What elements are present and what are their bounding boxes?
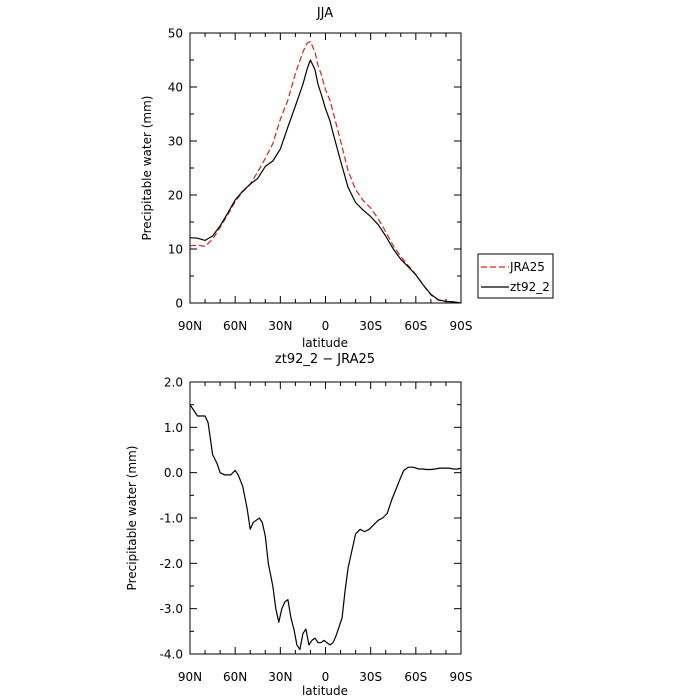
top-xtick-label: 30N bbox=[268, 319, 292, 333]
bottom-title: zt92_2 − JRA25 bbox=[275, 352, 375, 367]
legend-label-zt92-2: zt92_2 bbox=[510, 280, 550, 294]
top-xlabel: latitude bbox=[302, 336, 348, 350]
bottom-xtick-label: 0 bbox=[322, 670, 330, 684]
bottom-xtick-label: 30S bbox=[359, 670, 382, 684]
top-ytick-label: 40 bbox=[168, 81, 183, 95]
top-xtick-label: 0 bbox=[322, 319, 330, 333]
bottom-ytick-label: 2.0 bbox=[164, 376, 183, 390]
legend-label-jra25: JRA25 bbox=[509, 260, 545, 274]
bottom-axis-ticks: 90N 60N 30N 0 30S 60S 90S 2.0 1.0 0.0 -1.0 -2.0 -3.0… bbox=[160, 376, 473, 685]
top-ytick-label: 50 bbox=[168, 27, 183, 41]
bottom-xtick-label: 60S bbox=[404, 670, 427, 684]
top-series-layer bbox=[189, 40, 462, 304]
top-xtick-label: 90S bbox=[450, 319, 473, 333]
bottom-ytick-label: -3.0 bbox=[160, 602, 183, 616]
legend-box bbox=[477, 253, 554, 299]
bottom-ytick-label: 1.0 bbox=[164, 421, 183, 435]
top-xtick-label: 60S bbox=[404, 319, 427, 333]
top-plot-frame bbox=[189, 32, 462, 304]
top-ylabel: Precipitable water (mm) bbox=[140, 96, 154, 241]
top-ytick-label: 20 bbox=[168, 189, 183, 203]
bottom-series-layer bbox=[189, 404, 462, 651]
top-series-line-jra25 bbox=[189, 40, 462, 304]
bottom-ytick-label: -4.0 bbox=[160, 648, 183, 662]
top-ytick-label: 30 bbox=[168, 135, 183, 149]
bottom-xtick-label: 60N bbox=[223, 670, 247, 684]
bottom-xtick-label: 90S bbox=[450, 670, 473, 684]
top-ytick-label: 10 bbox=[168, 243, 183, 257]
top-title: JJA bbox=[316, 6, 333, 21]
top-panel: JJA 90N 60N 30N 0 30S 60S 90S 0 10 20 30 40 50 latit… bbox=[140, 6, 554, 350]
bottom-series-line-0 bbox=[189, 404, 462, 651]
top-xtick-label: 60N bbox=[223, 319, 247, 333]
legend: JRA25 zt92_2 bbox=[477, 253, 554, 299]
top-xtick-label: 30S bbox=[359, 319, 382, 333]
top-ytick-label: 0 bbox=[175, 297, 183, 311]
top-xtick-label: 90N bbox=[178, 319, 202, 333]
bottom-xtick-label: 30N bbox=[268, 670, 292, 684]
bottom-xtick-label: 90N bbox=[178, 670, 202, 684]
top-axis-ticks: 90N 60N 30N 0 30S 60S 90S 0 10 20 30 40 50 bbox=[168, 27, 473, 334]
bottom-ytick-label: -2.0 bbox=[160, 557, 183, 571]
top-series-line-zt92-2 bbox=[189, 59, 462, 304]
bottom-ytick-label: 0.0 bbox=[164, 466, 183, 480]
bottom-panel: zt92_2 − JRA25 90N 60N 30N 0 30S 60S 90S 2.0 1.0… bbox=[125, 352, 472, 698]
bottom-ylabel: Precipitable water (mm) bbox=[125, 446, 139, 591]
bottom-plot-frame bbox=[189, 381, 462, 655]
bottom-xlabel: latitude bbox=[302, 684, 348, 698]
bottom-ytick-label: -1.0 bbox=[160, 512, 183, 526]
